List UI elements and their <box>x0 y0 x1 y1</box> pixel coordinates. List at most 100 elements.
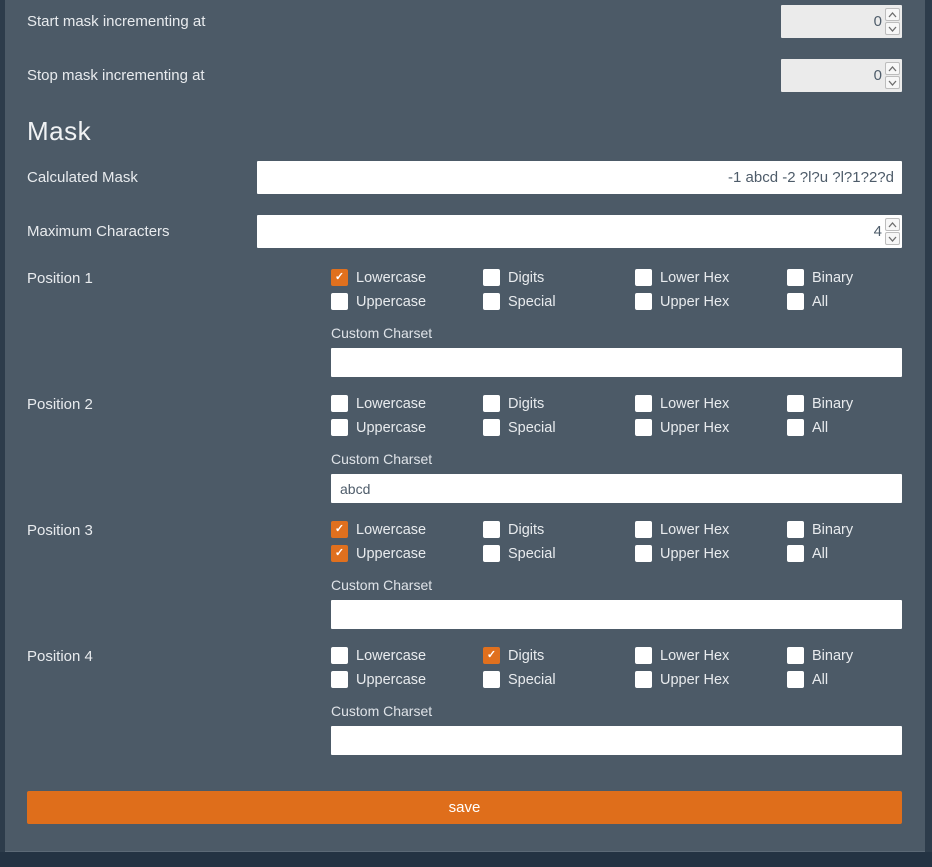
checkbox-icon[interactable] <box>483 395 500 412</box>
checkbox-icon[interactable] <box>635 269 652 286</box>
charset-option-label: Binary <box>812 521 854 538</box>
number-spinner <box>885 62 900 89</box>
checkbox-checked-icon[interactable]: ✓ <box>331 269 348 286</box>
charset-option-label: Lower Hex <box>660 269 730 286</box>
charset-option-uppercase[interactable]: Uppercase <box>331 293 483 310</box>
checkbox-icon[interactable] <box>483 269 500 286</box>
start-increment-value: 0 <box>873 13 882 30</box>
charset-option-special[interactable]: Special <box>483 545 635 562</box>
custom-charset-input[interactable] <box>331 726 902 755</box>
checkbox-icon[interactable] <box>635 419 652 436</box>
checkbox-icon[interactable] <box>331 293 348 310</box>
checkbox-icon[interactable] <box>787 545 804 562</box>
charset-option-lowercase[interactable]: ✓ Lowercase <box>331 521 483 538</box>
position-row: Position 3 ✓ Lowercase Digits Lower Hex Bina… <box>27 521 902 629</box>
charset-option-lowercase[interactable]: Lowercase <box>331 395 483 412</box>
charset-option-label: Lowercase <box>356 395 427 412</box>
checkbox-icon[interactable] <box>635 545 652 562</box>
charset-option-digits[interactable]: Digits <box>483 395 635 412</box>
charset-option-upper-hex[interactable]: Upper Hex <box>635 545 787 562</box>
charset-option-label: Binary <box>812 395 854 412</box>
checkbox-icon[interactable] <box>635 671 652 688</box>
stop-increment-input[interactable]: 0 <box>781 59 902 92</box>
checkbox-icon[interactable] <box>483 419 500 436</box>
custom-charset-input[interactable] <box>331 348 902 377</box>
charset-option-lower-hex[interactable]: Lower Hex <box>635 521 787 538</box>
checkbox-icon[interactable] <box>787 647 804 664</box>
charset-option-binary[interactable]: Binary <box>787 395 902 412</box>
charset-option-special[interactable]: Special <box>483 671 635 688</box>
checkbox-icon[interactable] <box>483 293 500 310</box>
checkbox-checked-icon[interactable]: ✓ <box>331 545 348 562</box>
charset-option-lower-hex[interactable]: Lower Hex <box>635 269 787 286</box>
checkbox-icon[interactable] <box>635 395 652 412</box>
charset-option-label: Lower Hex <box>660 521 730 538</box>
charset-option-lower-hex[interactable]: Lower Hex <box>635 647 787 664</box>
checkbox-icon[interactable] <box>787 419 804 436</box>
checkbox-icon[interactable] <box>635 647 652 664</box>
charset-option-label: Lower Hex <box>660 647 730 664</box>
charset-option-special[interactable]: Special <box>483 419 635 436</box>
checkbox-icon[interactable] <box>635 293 652 310</box>
save-button[interactable]: save <box>27 791 902 824</box>
number-spinner <box>885 8 900 35</box>
checkbox-checked-icon[interactable]: ✓ <box>331 521 348 538</box>
charset-option-lower-hex[interactable]: Lower Hex <box>635 395 787 412</box>
charset-option-upper-hex[interactable]: Upper Hex <box>635 419 787 436</box>
charset-option-uppercase[interactable]: ✓ Uppercase <box>331 545 483 562</box>
position-label: Position 1 <box>27 270 93 287</box>
spinner-up-button[interactable] <box>885 8 900 21</box>
custom-charset-input[interactable] <box>331 600 902 629</box>
charset-option-all[interactable]: All <box>787 671 902 688</box>
checkbox-icon[interactable] <box>331 395 348 412</box>
checkbox-icon[interactable] <box>331 671 348 688</box>
spinner-down-button[interactable] <box>885 232 900 245</box>
checkbox-icon[interactable] <box>483 545 500 562</box>
charset-option-special[interactable]: Special <box>483 293 635 310</box>
chevron-up-icon <box>888 221 897 227</box>
checkbox-checked-icon[interactable]: ✓ <box>483 647 500 664</box>
spinner-down-button[interactable] <box>885 76 900 89</box>
charset-option-binary[interactable]: Binary <box>787 521 902 538</box>
charset-option-all[interactable]: All <box>787 293 902 310</box>
charset-option-lowercase[interactable]: ✓ Lowercase <box>331 269 483 286</box>
checkbox-icon[interactable] <box>787 293 804 310</box>
checkbox-icon[interactable] <box>635 521 652 538</box>
checkbox-icon[interactable] <box>787 671 804 688</box>
checkbox-icon[interactable] <box>483 671 500 688</box>
page-bottom-strip <box>0 852 932 867</box>
stop-increment-value: 0 <box>873 67 882 84</box>
charset-option-binary[interactable]: Binary <box>787 269 902 286</box>
calculated-mask-input[interactable] <box>257 161 902 194</box>
charset-option-upper-hex[interactable]: Upper Hex <box>635 671 787 688</box>
spinner-down-button[interactable] <box>885 22 900 35</box>
spinner-up-button[interactable] <box>885 218 900 231</box>
checkbox-icon[interactable] <box>787 395 804 412</box>
charset-option-label: Special <box>508 545 556 562</box>
charset-option-all[interactable]: All <box>787 545 902 562</box>
spinner-up-button[interactable] <box>885 62 900 75</box>
checkbox-icon[interactable] <box>787 269 804 286</box>
charset-option-uppercase[interactable]: Uppercase <box>331 671 483 688</box>
charset-option-digits[interactable]: Digits <box>483 521 635 538</box>
charset-option-all[interactable]: All <box>787 419 902 436</box>
checkbox-icon[interactable] <box>331 419 348 436</box>
checkbox-icon[interactable] <box>331 647 348 664</box>
start-increment-input[interactable]: 0 <box>781 5 902 38</box>
charset-option-lowercase[interactable]: Lowercase <box>331 647 483 664</box>
custom-charset-label: Custom Charset <box>331 451 433 467</box>
position-row: Position 4 Lowercase ✓ Digits Lower Hex Bina… <box>27 647 902 755</box>
charset-option-label: Upper Hex <box>660 671 730 688</box>
custom-charset-input[interactable] <box>331 474 902 503</box>
checkbox-icon[interactable] <box>483 521 500 538</box>
charset-option-digits[interactable]: ✓ Digits <box>483 647 635 664</box>
maximum-characters-label: Maximum Characters <box>27 223 170 240</box>
charset-option-label: Digits <box>508 395 545 412</box>
charset-option-uppercase[interactable]: Uppercase <box>331 419 483 436</box>
charset-option-upper-hex[interactable]: Upper Hex <box>635 293 787 310</box>
checkbox-icon[interactable] <box>787 521 804 538</box>
charset-option-digits[interactable]: Digits <box>483 269 635 286</box>
maximum-characters-input[interactable]: 4 <box>257 215 902 248</box>
charset-option-binary[interactable]: Binary <box>787 647 902 664</box>
